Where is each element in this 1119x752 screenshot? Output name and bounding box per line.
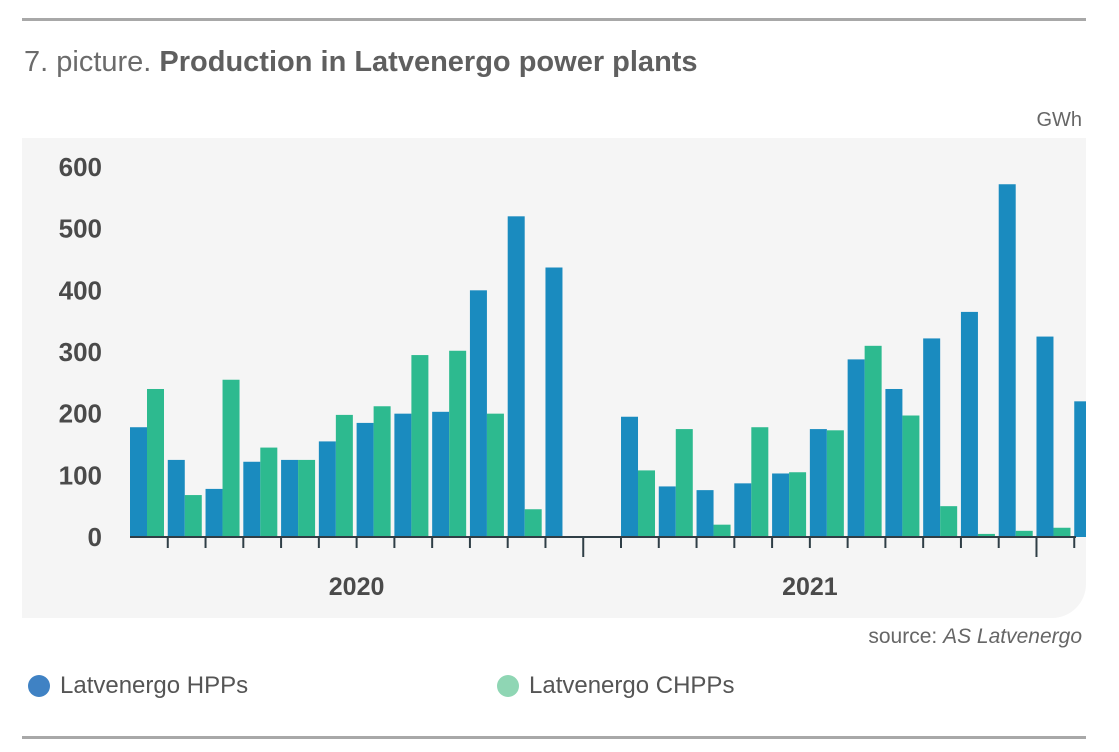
y-tick-label: 400 [59, 275, 102, 305]
legend-swatch-chpps [497, 675, 519, 697]
bar-hpps [432, 411, 450, 537]
bar-hpps [507, 216, 525, 537]
bar-chpps [675, 429, 693, 537]
bar-hpps [658, 486, 676, 537]
bar-chpps [524, 509, 542, 537]
y-tick-label: 600 [59, 152, 102, 182]
legend-item-hpps: Latvenergo HPPs [28, 672, 248, 700]
source-prefix: source: [868, 625, 938, 648]
bottom-rule [22, 736, 1086, 739]
bar-chpps [373, 406, 391, 537]
top-rule [22, 18, 1086, 21]
bar-chpps [449, 350, 467, 537]
bar-chpps [147, 388, 164, 537]
bar-hpps [318, 441, 336, 537]
bar-hpps [923, 338, 941, 537]
bar-chpps [638, 470, 656, 537]
unit-label: GWh [1036, 109, 1082, 131]
bar-chpps [826, 430, 844, 537]
bar-chpps [977, 533, 995, 537]
bar-hpps [167, 459, 185, 537]
bar-chpps [751, 427, 769, 537]
bar-chpps [184, 495, 202, 537]
bar-hpps [809, 429, 827, 537]
bar-hpps [394, 413, 412, 537]
y-tick-label: 500 [59, 214, 102, 244]
bar-chpps [713, 524, 731, 537]
source-name: AS Latvenergo [943, 625, 1082, 648]
legend-label-chpps: Latvenergo CHPPs [529, 672, 735, 699]
legend-label-hpps: Latvenergo HPPs [60, 672, 249, 699]
bar-hpps [772, 473, 790, 537]
bar-hpps [998, 184, 1016, 537]
bar-hpps [469, 290, 487, 537]
bar-hpps [696, 490, 714, 537]
bar-chpps [335, 414, 353, 537]
bar-hpps [847, 359, 865, 537]
bar-chpps [1053, 527, 1071, 537]
bar-hpps [356, 422, 374, 537]
bar-chpps [260, 447, 278, 537]
bar-hpps [885, 388, 903, 537]
y-tick-label: 100 [59, 460, 102, 490]
bar-hpps [734, 483, 752, 537]
legend-item-chpps: Latvenergo CHPPs [497, 672, 734, 700]
bar-chpps [222, 379, 240, 537]
bar-chpps [864, 345, 882, 537]
title-main: Production in Latvenergo power plants [159, 46, 698, 78]
bar-chpps [298, 459, 316, 537]
bar-hpps [1036, 336, 1054, 537]
bar-hpps [243, 461, 261, 537]
bar-hpps [281, 459, 299, 537]
year-label: 2021 [782, 573, 838, 601]
chart-title: 7. picture. Production in Latvenergo pow… [24, 46, 698, 79]
bar-hpps [621, 416, 639, 537]
bar-hpps [960, 311, 978, 537]
bar-chpps [902, 415, 920, 537]
y-tick-label: 300 [59, 337, 102, 367]
bar-chpps [1015, 530, 1033, 537]
bar-hpps [545, 267, 563, 537]
bar-chpps [940, 506, 958, 538]
source-note: source: AS Latvenergo [868, 625, 1082, 649]
bar-hpps [205, 488, 223, 537]
bar-hpps [1074, 401, 1086, 537]
legend-swatch-hpps [28, 675, 50, 697]
bar-chpps [789, 472, 807, 537]
year-label: 2020 [329, 573, 385, 601]
title-prefix: 7. picture. [24, 46, 152, 78]
bar-chpps [411, 355, 429, 537]
bar-hpps [130, 427, 147, 537]
bar-chpps [486, 413, 504, 537]
y-tick-label: 200 [59, 399, 102, 429]
bar-chart: 0100200300400500600202020212022 [59, 152, 1086, 601]
y-tick-label: 0 [88, 522, 102, 552]
